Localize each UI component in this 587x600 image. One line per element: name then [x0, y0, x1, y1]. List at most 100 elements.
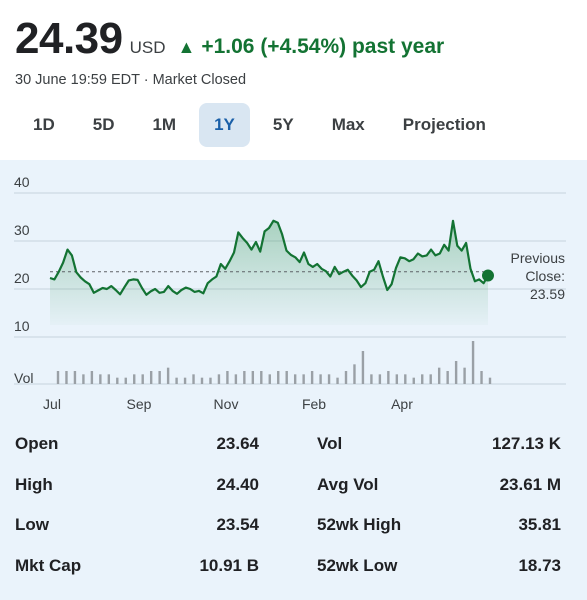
previous-close-value: 23.59: [530, 286, 565, 302]
volume-bar: [175, 377, 178, 384]
currency-label: USD: [129, 38, 166, 57]
tab-1y[interactable]: 1Y: [199, 103, 250, 147]
previous-close-label: Previous: [511, 250, 565, 266]
volume-bar: [200, 377, 204, 384]
volume-bar: [471, 341, 475, 384]
price-chart[interactable]: 40 30 20 10 Vol Jul Sep Nov Feb Apr Previous Clos…: [0, 160, 587, 420]
y-tick-label: 10: [14, 318, 30, 334]
stat-label-mkt-cap: Mkt Cap: [15, 556, 82, 575]
volume-bar: [209, 377, 212, 384]
up-arrow-icon: ▲: [177, 37, 196, 57]
volume-bar: [268, 374, 271, 384]
tab-5y[interactable]: 5Y: [272, 115, 294, 134]
price-line: [49, 219, 489, 296]
tab-5d[interactable]: 5D: [92, 115, 115, 134]
stat-row-low: Low 23.54 52wk High 35.81: [0, 505, 587, 545]
tab-max[interactable]: Max: [331, 115, 365, 134]
y-tick-label: 40: [14, 174, 30, 190]
volume-bar: [183, 377, 187, 384]
volume-bar: [412, 377, 415, 384]
quote-header: 24.39 USD ▲ +1.06 (+4.54%) past year 30 J…: [0, 0, 587, 160]
x-tick-label: Nov: [214, 396, 239, 412]
volume-bar: [454, 361, 458, 384]
volume-bar: [217, 374, 221, 384]
stat-value-52wk-low: 18.73: [518, 556, 561, 575]
x-tick-label: Apr: [391, 396, 413, 412]
stat-label-52wk-low: 52wk Low: [317, 556, 398, 575]
volume-bar: [260, 371, 263, 384]
range-tabs: 1D 5D 1M 1Y 5Y Max Projection: [18, 103, 509, 147]
stat-label-vol: Vol: [317, 434, 343, 453]
volume-bar: [234, 374, 238, 384]
price-change: ▲ +1.06 (+4.54%) past year: [178, 35, 445, 59]
stat-label-low: Low: [15, 515, 49, 534]
volume-bar: [99, 374, 102, 384]
volume-bar: [277, 371, 280, 384]
volume-bar: [446, 371, 449, 384]
volume-bar: [387, 371, 390, 384]
volume-bar: [378, 374, 382, 384]
stat-value-high: 24.40: [216, 475, 259, 494]
volume-bar: [133, 374, 136, 384]
volume-label: Vol: [14, 370, 33, 386]
volume-bar: [327, 374, 331, 384]
volume-bar: [319, 374, 322, 384]
volume-bar: [293, 374, 297, 384]
price-row: 24.39 USD ▲ +1.06 (+4.54%) past year: [15, 14, 444, 64]
stat-label-52wk-high: 52wk High: [317, 515, 402, 534]
x-tick-label: Feb: [302, 396, 326, 412]
y-tick-label: 20: [14, 270, 30, 286]
volume-bar: [124, 377, 127, 384]
volume-bar: [370, 374, 373, 384]
stat-value-mkt-cap: 10.91 B: [199, 556, 259, 575]
volume-bar: [65, 371, 68, 384]
volume-bar: [243, 371, 246, 384]
stat-row-high: High 24.40 Avg Vol 23.61 M: [0, 465, 587, 505]
volume-bar: [149, 371, 153, 384]
price-change-text: +1.06 (+4.54%) past year: [201, 35, 445, 58]
volume-bar: [192, 374, 195, 384]
volume-bar: [421, 374, 424, 384]
volume-bar: [73, 371, 77, 384]
stat-row-mkt-cap: Mkt Cap 10.91 B 52wk Low 18.73: [0, 546, 587, 586]
volume-bar: [107, 374, 111, 384]
x-tick-label: Jul: [43, 396, 61, 412]
volume-bar: [90, 371, 94, 384]
volume-bar: [488, 377, 492, 384]
volume-bar: [285, 371, 288, 384]
market-status: 30 June 19:59 EDT · Market Closed: [15, 72, 247, 88]
volume-bar: [480, 371, 483, 384]
volume-bar: [251, 371, 255, 384]
tab-projection[interactable]: Projection: [402, 115, 486, 134]
volume-bar: [82, 374, 85, 384]
volume-bar: [344, 371, 348, 384]
stat-value-52wk-high: 35.81: [518, 515, 561, 534]
volume-bar: [429, 374, 432, 384]
stat-label-avg-vol: Avg Vol: [317, 475, 379, 494]
volume-bar: [310, 371, 314, 384]
price-area: [50, 220, 488, 325]
volume-bar: [353, 364, 356, 384]
tab-1d[interactable]: 1D: [33, 115, 55, 134]
stat-value-open: 23.64: [216, 434, 259, 453]
volume-bar: [56, 371, 60, 384]
volume-bar: [226, 371, 229, 384]
volume-bar: [463, 367, 466, 384]
y-tick-label: 30: [14, 222, 30, 238]
volume-bar: [336, 377, 339, 384]
volume-bar: [404, 374, 407, 384]
current-price: 24.39: [15, 14, 123, 63]
volume-bar: [158, 371, 161, 384]
previous-close-label-2: Close:: [525, 268, 565, 284]
volume-bar: [361, 351, 365, 384]
stat-row-open: Open 23.64 Vol 127.13 K: [0, 424, 587, 464]
tab-1m[interactable]: 1M: [152, 115, 177, 134]
last-price-dot: [482, 269, 494, 282]
volume-bar: [437, 367, 441, 384]
x-tick-label: Sep: [127, 396, 152, 412]
volume-bar: [166, 367, 170, 384]
stat-label-high: High: [15, 475, 53, 494]
stat-label-open: Open: [15, 434, 59, 453]
volume-bar: [141, 374, 144, 384]
volume-bar: [395, 374, 399, 384]
